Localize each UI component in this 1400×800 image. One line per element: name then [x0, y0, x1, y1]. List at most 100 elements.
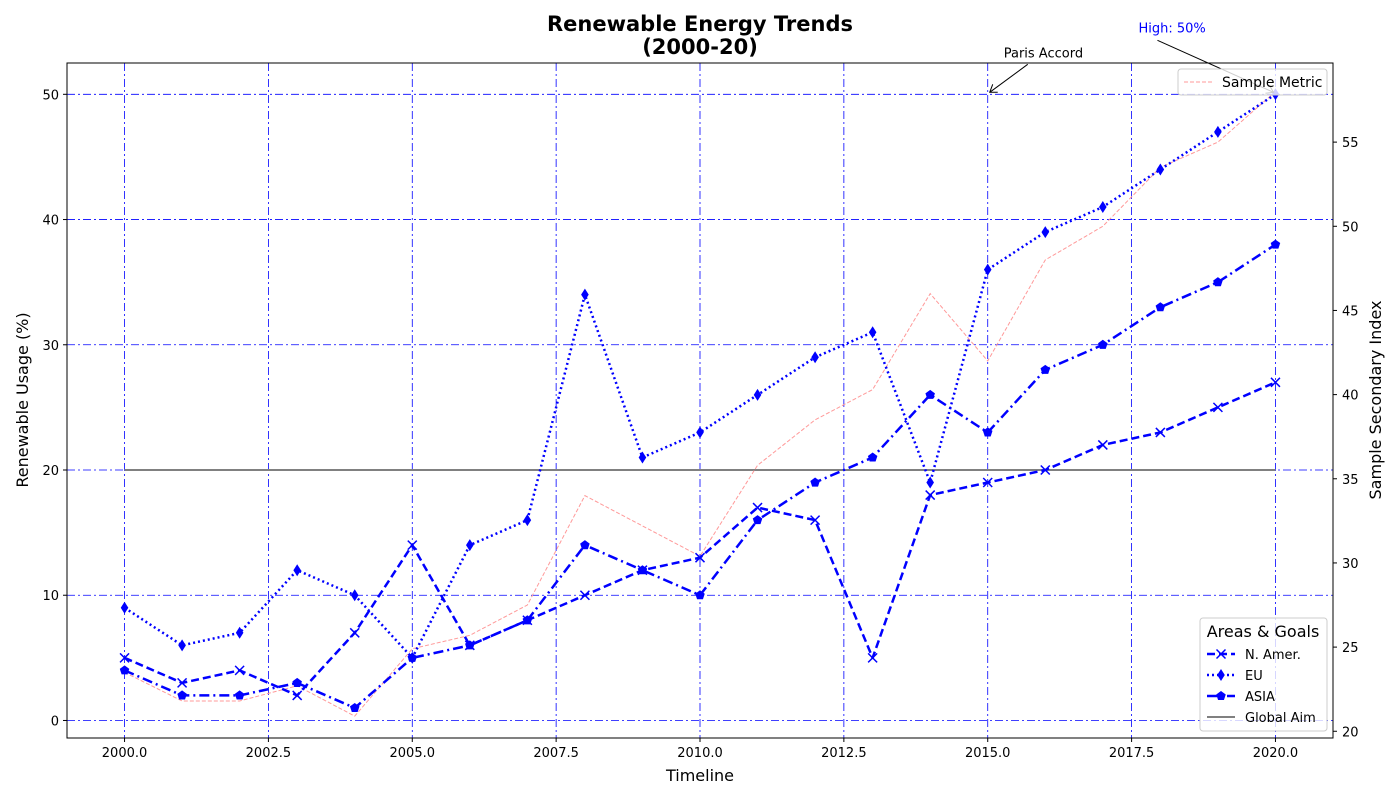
- point-eu-14: [926, 476, 934, 489]
- point-asia-18: [1155, 302, 1166, 312]
- chart-title-line1: Renewable Energy Trends: [547, 12, 853, 36]
- point-asia-7: [522, 615, 533, 625]
- legend-label-global-aim: Global Aim: [1245, 711, 1316, 726]
- point-eu-1: [178, 639, 186, 652]
- point-eu-13: [868, 326, 877, 339]
- x-axis-label: Timeline: [665, 766, 734, 785]
- point-n-amer-0: [119, 652, 130, 663]
- legend-title: Areas & Goals: [1207, 622, 1320, 641]
- point-asia-8: [580, 540, 590, 550]
- y-tick-label-4: 40: [42, 214, 59, 229]
- y-tick-label-3: 30: [42, 339, 59, 354]
- x-tick-label-8: 2020.0: [1253, 746, 1299, 761]
- point-n-amer-16: [1040, 464, 1051, 476]
- series-n-amer: [119, 377, 1281, 701]
- point-eu-10: [696, 426, 704, 439]
- point-asia-4: [349, 702, 360, 712]
- y-tick-label-1: 10: [42, 589, 59, 604]
- x-tick-label-3: 2007.5: [533, 746, 579, 761]
- annotation-paris-arrow: [989, 63, 1029, 93]
- point-n-amer-16-b: [1040, 464, 1051, 476]
- point-asia-20: [1270, 239, 1281, 249]
- point-asia-9: [637, 565, 648, 575]
- series-line-eu: [123, 93, 1277, 660]
- series-layer: [119, 88, 1281, 712]
- point-n-amer-19-b: [1212, 402, 1223, 413]
- point-n-amer-11: [752, 502, 763, 513]
- point-asia-15: [982, 427, 993, 437]
- y-axis-left: 0 10 20 30 40 50: [42, 88, 67, 729]
- point-asia-12: [810, 477, 820, 487]
- point-asia-6: [465, 640, 475, 650]
- legend-main-frame: [1199, 617, 1328, 732]
- x-tick-label-7: 2017.5: [1109, 746, 1155, 761]
- point-eu-11: [753, 388, 762, 401]
- y-right-tick-label-3: 35: [1342, 473, 1359, 488]
- y-right-tick-label-0: 20: [1342, 725, 1359, 740]
- point-n-amer-10-b: [694, 552, 706, 563]
- legend-entries: N. Amer. EU ASIA Global Aim: [1207, 648, 1316, 726]
- point-n-amer-1-b: [177, 677, 188, 688]
- legend-marker-eu: [1217, 669, 1225, 681]
- point-n-amer-4-b: [349, 627, 360, 638]
- annotation-paris-accord: Paris Accord: [1004, 46, 1083, 61]
- point-n-amer-5-b: [407, 540, 418, 551]
- point-asia-10: [695, 590, 705, 600]
- x-tick-label-0: 2000.0: [102, 746, 148, 761]
- legend-label-asia: ASIA: [1245, 690, 1275, 705]
- legend-label-eu: EU: [1245, 669, 1263, 684]
- legend-secondary-frame: [1177, 68, 1328, 96]
- annotations: Paris Accord High: 50%: [989, 21, 1275, 94]
- point-eu-15: [983, 263, 992, 276]
- point-n-amer-17: [1097, 439, 1108, 450]
- y-axis-right-label: Sample Secondary Index: [1366, 301, 1385, 500]
- chart-title-line2: (2000-20): [642, 35, 758, 59]
- point-asia-16: [1040, 364, 1051, 374]
- y-axis-label: Renewable Usage (%): [13, 312, 32, 487]
- legend-marker-n-amer-b: [1215, 648, 1227, 660]
- point-n-amer-3-b: [292, 690, 303, 701]
- point-n-amer-8: [579, 590, 590, 601]
- point-asia-17: [1098, 339, 1108, 349]
- point-n-amer-1: [177, 677, 188, 688]
- point-asia-14: [925, 389, 935, 399]
- x-tick-label-5: 2012.5: [821, 746, 867, 761]
- point-eu-19: [1214, 125, 1222, 138]
- legend-marker-n-amer: [1215, 648, 1227, 660]
- y-right-tick-label-4: 40: [1342, 389, 1359, 404]
- point-n-amer-20: [1270, 377, 1281, 388]
- point-n-amer-8-b: [579, 590, 590, 601]
- y-right-tick-label-7: 55: [1342, 136, 1359, 151]
- point-n-amer-15: [982, 477, 993, 488]
- series-asia: [119, 239, 1281, 712]
- point-eu-12: [811, 351, 819, 364]
- point-n-amer-18: [1155, 427, 1166, 438]
- point-eu-8: [581, 288, 589, 301]
- point-n-amer-0-b: [119, 652, 130, 663]
- point-asia-13: [867, 452, 878, 462]
- y-right-tick-label-1: 25: [1342, 641, 1359, 656]
- point-n-amer-17-b: [1097, 439, 1108, 450]
- y-right-tick-label-6: 50: [1342, 220, 1359, 235]
- point-n-amer-4: [349, 627, 360, 638]
- x-tick-label-2: 2005.0: [390, 746, 436, 761]
- x-tick-label-6: 2015.0: [965, 746, 1011, 761]
- point-n-amer-2-b: [234, 665, 245, 676]
- legend-marker-asia: [1216, 691, 1226, 701]
- point-asia-5: [407, 652, 418, 662]
- point-n-amer-12: [810, 515, 821, 526]
- point-asia-0: [119, 665, 130, 675]
- point-n-amer-19: [1212, 402, 1223, 413]
- point-n-amer-11-b: [752, 502, 763, 513]
- point-n-amer-12-b: [810, 515, 821, 526]
- point-n-amer-13-b: [867, 652, 878, 663]
- point-eu-2: [235, 626, 244, 639]
- point-n-amer-3: [292, 690, 303, 701]
- point-eu-9: [638, 451, 647, 464]
- point-eu-4: [350, 589, 359, 602]
- point-eu-6: [466, 539, 474, 552]
- point-eu-7: [523, 514, 532, 527]
- legend-label-n-amer: N. Amer.: [1245, 648, 1301, 663]
- legend-main: Areas & Goals N. Amer. EU ASIA Global Aim: [1199, 617, 1328, 732]
